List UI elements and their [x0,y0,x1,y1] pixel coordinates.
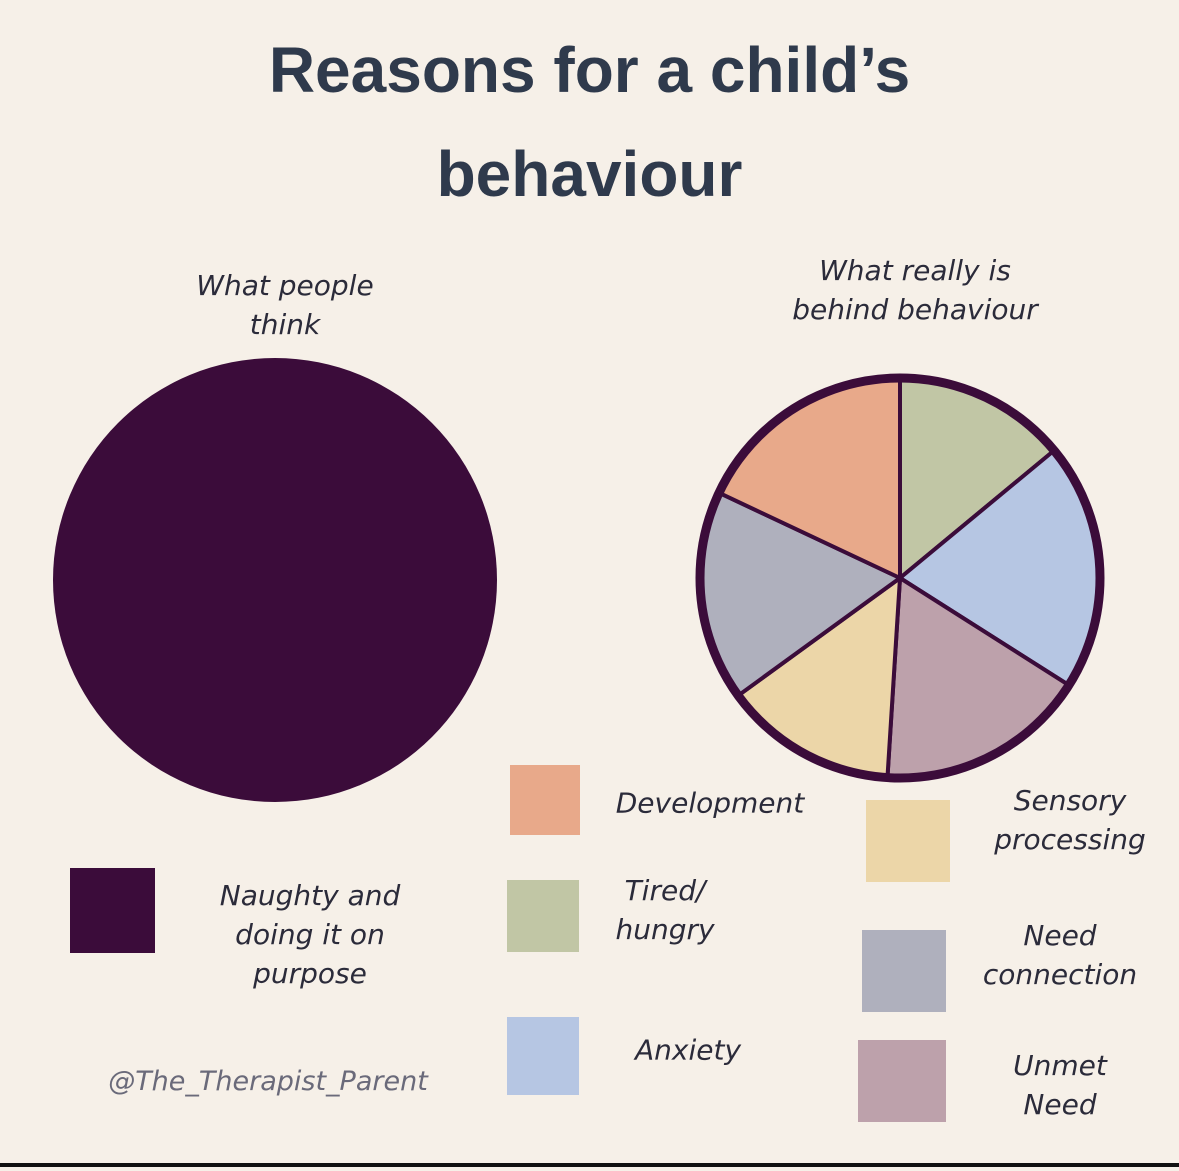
legend-swatch [866,800,950,882]
legend-label: Unmet Need [1013,1048,1107,1121]
legend-label: Tired/ hungry [615,873,715,946]
legend-swatch [507,1017,579,1095]
chart-title: Reasons for a child’s behaviour [268,34,911,210]
legend-swatch [510,765,580,835]
legend-swatch [862,930,946,1012]
legend-swatch [70,868,155,953]
credit: @The_Therapist_Parent [108,1066,428,1098]
legend-label: Sensory processing [994,783,1146,856]
pie-title: What people think [196,268,374,341]
legend-label: Anxiety [634,1033,742,1067]
legend-swatch [858,1040,946,1122]
legend-label: Need connection [982,918,1138,991]
pie-title: What really is behind behaviour [792,253,1038,326]
pie-border [695,373,1105,783]
legend-label: Naughty and doing it on purpose [219,879,401,991]
legend-label: Development [615,786,805,820]
bottom-rule [0,1163,1179,1167]
pie-slice [53,358,497,802]
legend-swatch [507,880,579,952]
